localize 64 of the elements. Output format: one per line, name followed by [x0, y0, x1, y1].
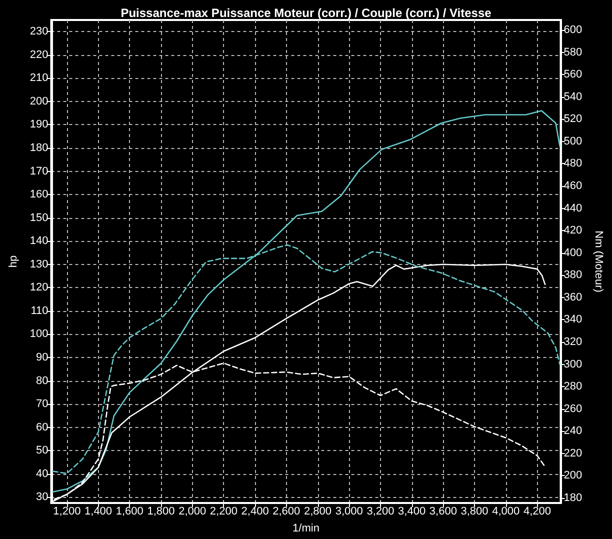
- x-tick-label: 2,800: [304, 506, 332, 518]
- y-tick-label: 120: [30, 282, 48, 294]
- y-tick-label: 200: [30, 95, 48, 108]
- y-tick-label: 220: [30, 48, 48, 61]
- y2-tick-label: 480: [564, 158, 582, 170]
- y2-tick-label: 460: [564, 180, 582, 192]
- y2-axis-title: Nm (Moteur): [592, 230, 604, 292]
- y2-tick-label: 440: [564, 202, 582, 214]
- y-tick-label: 150: [30, 212, 48, 224]
- y-tick-label: 180: [30, 142, 48, 154]
- x-tick-label: 3,000: [335, 506, 363, 518]
- y-tick-label: 160: [30, 188, 48, 201]
- x-tick-label: 1,400: [84, 506, 112, 518]
- y-tick-label: 30: [36, 491, 48, 504]
- x-tick-label: 4,000: [492, 506, 520, 518]
- y-tick-label: 70: [36, 398, 48, 410]
- x-tick-label: 2,400: [241, 506, 269, 518]
- y-tick-label: 170: [30, 165, 48, 178]
- x-tick-label: 3,200: [366, 506, 394, 518]
- y-tick-label: 130: [30, 258, 48, 270]
- y2-tick-label: 220: [564, 447, 582, 460]
- y-tick-label: 100: [30, 328, 48, 340]
- y2-tick-label: 300: [564, 358, 582, 370]
- y2-tick-label: 560: [564, 68, 582, 81]
- y-tick-label: 40: [36, 468, 48, 480]
- y-axis-title: hp: [8, 255, 20, 268]
- y2-tick-label: 600: [564, 24, 582, 36]
- x-tick-label: 1,800: [147, 506, 175, 518]
- x-tick-label: 3,400: [398, 506, 426, 518]
- y-tick-label: 50: [36, 444, 48, 457]
- chart-title: Puissance-max Puissance Moteur (corr.) / Couple (corr.) / Vitesse: [120, 6, 492, 20]
- y-tick-label: 140: [30, 235, 48, 248]
- y-tick-label: 80: [36, 374, 48, 387]
- y2-tick-label: 340: [564, 314, 582, 326]
- x-tick-label: 2,200: [210, 506, 238, 518]
- x-tick-label: 2,000: [178, 506, 206, 518]
- y-tick-label: 110: [30, 304, 48, 317]
- y2-tick-label: 280: [564, 380, 582, 393]
- y2-tick-label: 240: [564, 425, 582, 438]
- y2-tick-label: 360: [564, 291, 582, 304]
- y2-tick-label: 540: [564, 90, 582, 103]
- x-tick-label: 4,200: [523, 506, 551, 518]
- x-tick-label: 1,200: [53, 506, 81, 518]
- line-series: [52, 110, 560, 492]
- y-tick-label: 60: [36, 421, 48, 434]
- x-tick-label: 3,600: [429, 506, 457, 518]
- y2-tick-label: 180: [564, 492, 582, 504]
- y-tick-label: 230: [30, 26, 48, 38]
- y2-tick-label: 200: [564, 470, 582, 482]
- x-axis-title: 1/min: [292, 522, 320, 534]
- y2-tick-label: 500: [564, 135, 582, 148]
- y2-tick-label: 320: [564, 336, 582, 348]
- y-tick-label: 210: [30, 72, 48, 84]
- y2-tick-label: 420: [564, 224, 582, 237]
- x-tick-label: 3,800: [460, 506, 488, 518]
- y2-tick-label: 400: [564, 246, 582, 259]
- y-tick-label: 90: [36, 352, 48, 364]
- x-tick-label: 2,600: [272, 506, 300, 518]
- x-tick-label: 1,600: [116, 506, 144, 518]
- y2-tick-label: 380: [564, 269, 582, 282]
- y2-tick-label: 520: [564, 113, 582, 126]
- y2-tick-label: 260: [564, 402, 582, 415]
- y-tick-label: 190: [30, 118, 48, 131]
- y2-tick-label: 580: [564, 46, 582, 58]
